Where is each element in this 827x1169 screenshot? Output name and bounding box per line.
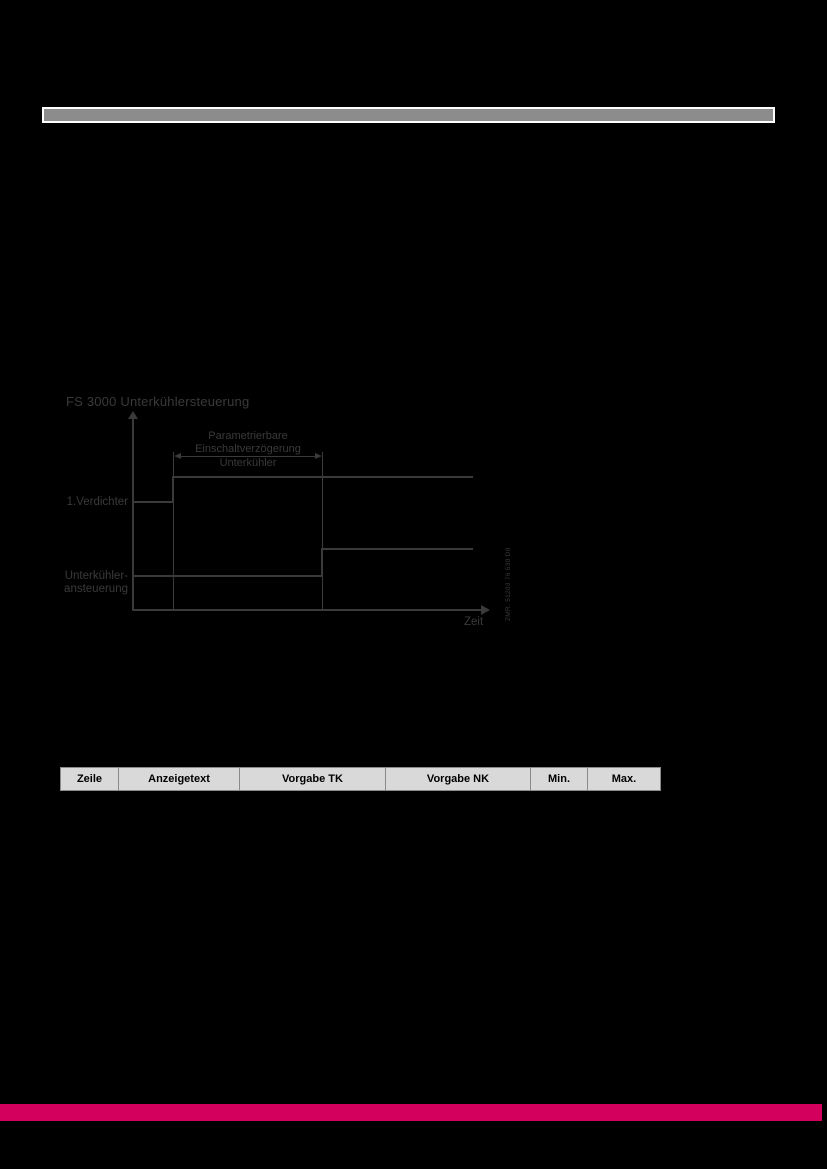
delay-arrowhead-left [174, 453, 181, 459]
compressor-trace-high [172, 476, 473, 478]
subcooler-trace-low [133, 575, 323, 577]
diagram-title: FS 3000 Unterkühlersteuerung [66, 394, 250, 409]
x-axis-arrowhead [481, 605, 490, 615]
delay-arrowhead-right [315, 453, 322, 459]
y-axis-arrowhead [128, 411, 138, 419]
delay-start-reference-line [173, 452, 174, 611]
header-cell-anzeigetext: Anzeigetext [119, 768, 240, 790]
header-cell-vorgabe-tk: Vorgabe TK [240, 768, 386, 790]
header-cell-vorgabe-nk: Vorgabe NK [386, 768, 531, 790]
compressor-trace-low [133, 501, 174, 503]
footer-accent-bar [0, 1104, 822, 1121]
delay-dimension-line [177, 456, 319, 457]
x-axis-label: Zeit [464, 616, 484, 628]
delay-label-line3: Unterkühler [219, 457, 277, 469]
subcooler-signal-label-line1: Unterkühler- [64, 570, 128, 582]
delay-label-line1: Parametrierbare [208, 430, 288, 442]
drawing-number-vertical-text: ZMR. 51203 76 530 D0 [505, 547, 512, 621]
top-divider-bar [42, 107, 775, 123]
parameter-table-header: Zeile Anzeigetext Vorgabe TK Vorgabe NK … [60, 767, 661, 791]
compressor-signal-label: 1.Verdichter [66, 496, 128, 508]
delay-label-line2: Einschaltverzögerung [195, 443, 301, 455]
delay-end-reference-line [322, 452, 323, 611]
compressor-trace-step [172, 477, 174, 503]
y-axis-line [132, 419, 134, 611]
subcooler-signal-label-line2: ansteuerung [64, 583, 128, 595]
subcooler-trace-step [321, 548, 323, 577]
x-axis-line [132, 609, 482, 611]
header-cell-max: Max. [611, 773, 637, 785]
subcooler-trace-high [321, 548, 473, 550]
header-cell-zeile: Zeile [61, 768, 119, 790]
header-cell-min: Min. [531, 768, 588, 790]
